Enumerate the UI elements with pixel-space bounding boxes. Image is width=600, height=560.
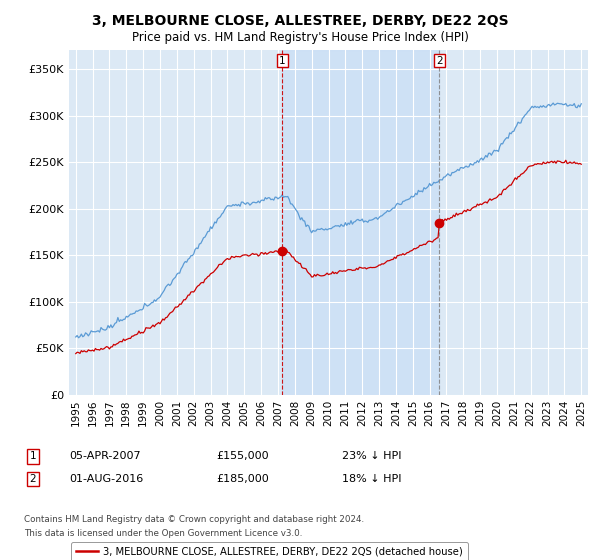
Text: 05-APR-2007: 05-APR-2007 bbox=[69, 451, 140, 461]
Text: Price paid vs. HM Land Registry's House Price Index (HPI): Price paid vs. HM Land Registry's House … bbox=[131, 31, 469, 44]
Text: This data is licensed under the Open Government Licence v3.0.: This data is licensed under the Open Gov… bbox=[24, 529, 302, 538]
Legend: 3, MELBOURNE CLOSE, ALLESTREE, DERBY, DE22 2QS (detached house), HPI: Average pr: 3, MELBOURNE CLOSE, ALLESTREE, DERBY, DE… bbox=[71, 542, 468, 560]
Text: 18% ↓ HPI: 18% ↓ HPI bbox=[342, 474, 401, 484]
Text: £155,000: £155,000 bbox=[216, 451, 269, 461]
Text: 1: 1 bbox=[29, 451, 37, 461]
Text: 23% ↓ HPI: 23% ↓ HPI bbox=[342, 451, 401, 461]
Text: 1: 1 bbox=[279, 55, 286, 66]
Text: Contains HM Land Registry data © Crown copyright and database right 2024.: Contains HM Land Registry data © Crown c… bbox=[24, 515, 364, 524]
Text: 2: 2 bbox=[436, 55, 443, 66]
Text: 2: 2 bbox=[29, 474, 37, 484]
Bar bbox=[283, 50, 439, 395]
Text: 01-AUG-2016: 01-AUG-2016 bbox=[69, 474, 143, 484]
Text: 3, MELBOURNE CLOSE, ALLESTREE, DERBY, DE22 2QS: 3, MELBOURNE CLOSE, ALLESTREE, DERBY, DE… bbox=[92, 14, 508, 28]
Text: £185,000: £185,000 bbox=[216, 474, 269, 484]
